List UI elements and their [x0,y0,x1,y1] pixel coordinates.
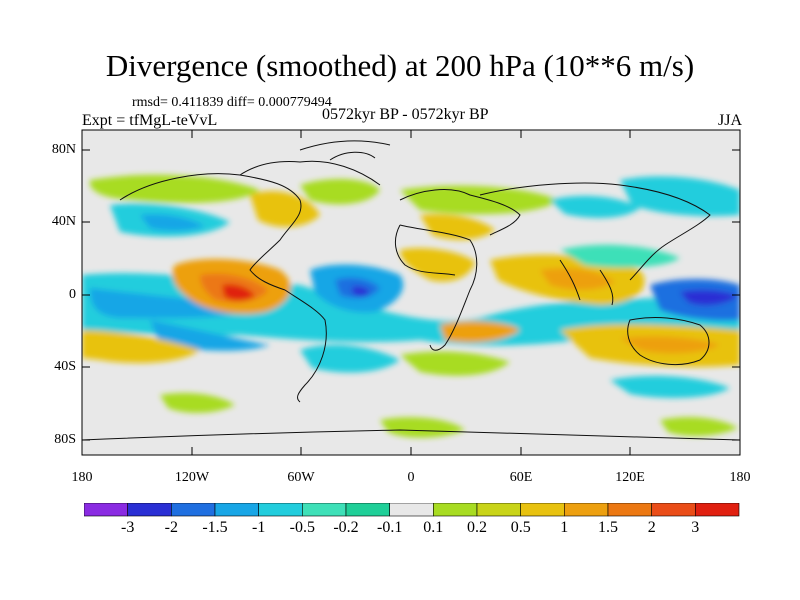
colorbar-swatch [695,503,740,517]
x-tick-label: 180 [729,470,751,485]
y-tick-label: 0 [69,287,76,302]
colorbar-swatch [607,503,652,517]
colorbar-label: -0.5 [289,519,315,536]
x-tick-label: 60E [509,470,533,485]
colorbar-swatch [389,503,434,517]
colorbar-swatch [564,503,609,517]
x-tick-label: 120W [174,470,210,485]
colorbar-label: 1.5 [598,519,618,536]
y-tick-label: 80S [54,432,76,447]
colorbar-swatch [258,503,303,517]
colorbar-swatch [345,503,390,517]
colorbar-label: 2 [647,519,656,536]
colorbar-swatch [84,503,128,517]
colorbar-label: -3 [121,519,135,536]
colorbar-label: -1.5 [202,519,228,536]
y-tick-label: 40S [54,359,76,374]
stats-line: rmsd= 0.411839 diff= 0.000779494 [132,95,332,110]
colorbar-label: -1 [252,519,266,536]
map-title: Divergence (smoothed) at 200 hPa (10**6 … [105,48,695,83]
x-tick-label: 120E [615,470,645,485]
colorbar-swatch [127,503,172,517]
colorbar-label: 0.2 [467,519,487,536]
colorbar-label: 1 [560,519,569,536]
colorbar [84,503,740,517]
y-tick-label: 80N [51,142,76,157]
colorbar-swatch [302,503,347,517]
colorbar-swatch [214,503,259,517]
colorbar-label: 3 [691,519,700,536]
colorbar-swatch [520,503,565,517]
colorbar-label: 0.5 [510,519,531,536]
colorbar-label: -0.2 [333,519,359,536]
colorbar-label: 0.1 [423,519,444,536]
season-label: JJA [717,112,742,129]
coastlines [82,140,740,441]
colorbar-label: -0.1 [377,519,403,536]
colorbar-swatch [476,503,521,517]
x-tick-label: 0 [407,470,415,485]
experiment-label: Expt = tfMgL-teVvL [82,112,218,129]
x-tick-label: 60W [287,470,315,485]
colorbar-label: -2 [164,519,178,536]
axis-ticks [81,130,741,455]
period-label: 0572kyr BP - 0572kyr BP [322,106,489,123]
colorbar-swatch [651,503,696,517]
colorbar-swatch [171,503,216,517]
x-tick-label: 180 [71,470,93,485]
y-tick-label: 40N [51,214,76,229]
colorbar-swatch [433,503,478,517]
divergence-field [82,174,740,438]
